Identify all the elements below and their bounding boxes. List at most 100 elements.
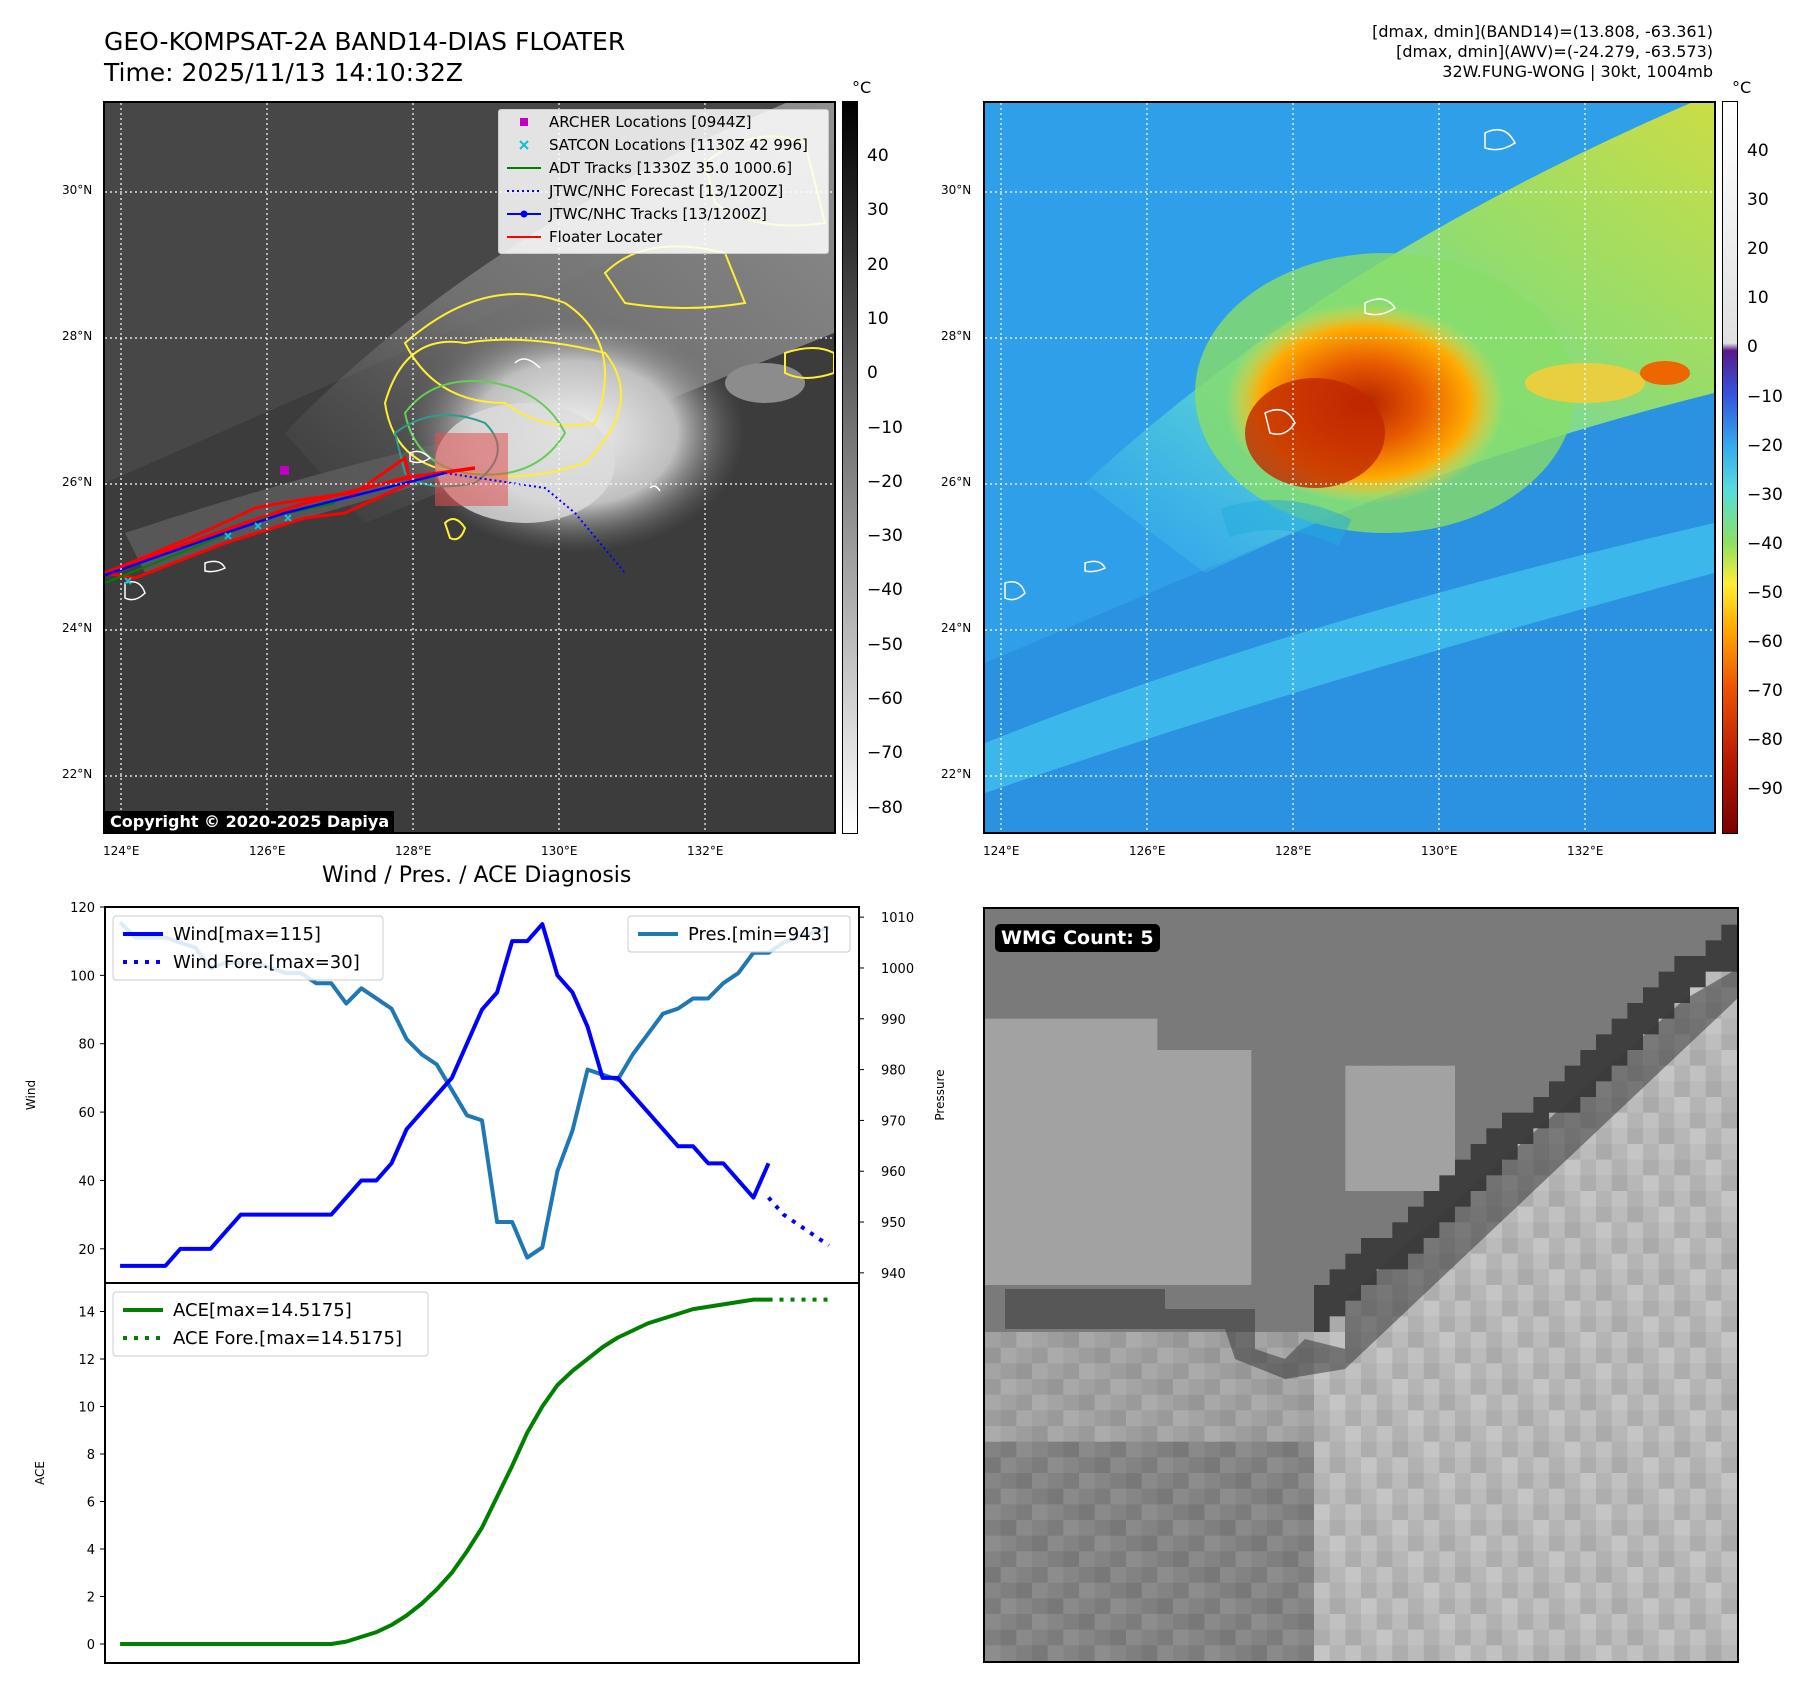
- wmg-cell: [1282, 1488, 1299, 1505]
- wmg-cell: [1580, 1582, 1597, 1599]
- wmg-cell: [1690, 1520, 1707, 1537]
- wmg-cell: [1251, 1018, 1268, 1035]
- wmg-cell: [1486, 971, 1503, 988]
- wmg-cell: [1721, 909, 1737, 926]
- wmg-cell: [1000, 1426, 1017, 1443]
- wmg-cell: [1455, 1504, 1472, 1521]
- wmg-cell: [1251, 1144, 1268, 1161]
- wmg-cell: [1580, 1144, 1597, 1161]
- wmg-cell: [1032, 1128, 1049, 1145]
- wmg-cell: [1188, 1645, 1205, 1661]
- legend-symbol-icon: [507, 230, 541, 244]
- wmg-cell: [1188, 1473, 1205, 1490]
- wmg-cell: [1157, 956, 1174, 973]
- wmg-cell: [1345, 1394, 1362, 1411]
- colorbar-tick-label: 0: [1747, 337, 1758, 358]
- wmg-cell: [1658, 1488, 1675, 1505]
- wmg-cell: [1470, 1003, 1487, 1020]
- wmg-cell: [1580, 1065, 1597, 1082]
- wmg-cell: [1408, 1426, 1425, 1443]
- legend-label: JTWC/NHC Forecast [13/1200Z]: [549, 181, 784, 200]
- wmg-cell: [1658, 1535, 1675, 1552]
- wmg-cell: [1596, 1567, 1613, 1584]
- wmg-cell: [1141, 1535, 1158, 1552]
- wmg-cell: [1298, 1269, 1315, 1286]
- wmg-cell: [1110, 1504, 1127, 1521]
- wmg-cell: [1157, 1347, 1174, 1364]
- wmg-cell: [1611, 1206, 1628, 1223]
- wmg-cell: [1282, 1144, 1299, 1161]
- wmg-cell: [1032, 1018, 1049, 1035]
- wmg-cell: [1329, 1410, 1346, 1427]
- wmg-cell: [1423, 1300, 1440, 1317]
- wmg-cell: [1204, 1034, 1221, 1051]
- wmg-cell: [1141, 1567, 1158, 1584]
- wmg-cell: [1627, 1645, 1644, 1661]
- wmg-cell: [1596, 1582, 1613, 1599]
- wmg-cell: [1658, 1253, 1675, 1270]
- wmg-cell: [1204, 1598, 1221, 1615]
- wmg-cell: [1282, 1645, 1299, 1661]
- wmg-cell: [1408, 1614, 1425, 1631]
- wmg-cell: [1173, 924, 1190, 941]
- wmg-cell: [1439, 1159, 1456, 1176]
- wmg-cell: [1470, 1347, 1487, 1364]
- wmg-cell: [1173, 1379, 1190, 1396]
- wmg-cell: [1408, 1206, 1425, 1223]
- wmg-cell: [1079, 1504, 1096, 1521]
- wmg-cell: [1611, 1128, 1628, 1145]
- wmg-cell: [1267, 1332, 1284, 1349]
- wmg-cell: [1329, 1003, 1346, 1020]
- wmg-cell: [1643, 1159, 1660, 1176]
- wmg-cell: [1110, 1379, 1127, 1396]
- wmg-cell: [1220, 1050, 1237, 1067]
- wmg-cell: [1079, 1520, 1096, 1537]
- wmg-cell: [1329, 1614, 1346, 1631]
- wmg-cell: [1063, 1238, 1080, 1255]
- wmg-cell: [1141, 1191, 1158, 1208]
- wmg-cell: [1643, 1551, 1660, 1568]
- wmg-cell: [1016, 1520, 1033, 1537]
- wmg-cell: [1611, 909, 1628, 926]
- wmg-cell: [1298, 1018, 1315, 1035]
- wmg-cell: [1235, 1363, 1252, 1380]
- info-line-1: [dmax, dmin](BAND14)=(13.808, -63.361): [1372, 22, 1713, 41]
- wmg-cell: [1000, 1003, 1017, 1020]
- wmg-cell: [1329, 1332, 1346, 1349]
- wmg-cell: [1282, 1206, 1299, 1223]
- wmg-cell: [1690, 909, 1707, 926]
- wmg-cell: [1094, 909, 1111, 926]
- wmg-cell: [1047, 1050, 1064, 1067]
- wmg-cell: [1596, 1253, 1613, 1270]
- wmg-cell: [1564, 1300, 1581, 1317]
- wmg-cell: [1204, 1222, 1221, 1239]
- wmg-cell: [1016, 1332, 1033, 1349]
- wmg-cell: [1455, 1285, 1472, 1302]
- wmg-cell: [1502, 1034, 1519, 1051]
- wmg-cell: [1173, 1159, 1190, 1176]
- wmg-cell: [1314, 1551, 1331, 1568]
- wmg-cell: [1110, 1394, 1127, 1411]
- wmg-cell: [1329, 971, 1346, 988]
- wmg-cell: [1235, 987, 1252, 1004]
- wmg-cell: [1251, 1128, 1268, 1145]
- wmg-cell: [1439, 1441, 1456, 1458]
- wmg-cell: [1282, 1598, 1299, 1615]
- wmg-cell: [1376, 1175, 1393, 1192]
- wmg-cell: [1502, 1081, 1519, 1098]
- wmg-cell: [1000, 1175, 1017, 1192]
- wmg-cell: [1016, 1582, 1033, 1599]
- wmg-cell: [1204, 1253, 1221, 1270]
- wmg-cell: [1110, 1488, 1127, 1505]
- wmg-cell: [1063, 1144, 1080, 1161]
- wmg-cell: [1392, 1144, 1409, 1161]
- wmg-cell: [1627, 1347, 1644, 1364]
- wmg-cell: [1314, 1410, 1331, 1427]
- wmg-cell: [1188, 1410, 1205, 1427]
- wmg-cell: [1580, 1050, 1597, 1067]
- wmg-cell: [1314, 1003, 1331, 1020]
- wmg-cell: [1470, 1050, 1487, 1067]
- wmg-cell: [1251, 1582, 1268, 1599]
- wmg-cell: [1220, 1410, 1237, 1427]
- wmg-cell: [1627, 1473, 1644, 1490]
